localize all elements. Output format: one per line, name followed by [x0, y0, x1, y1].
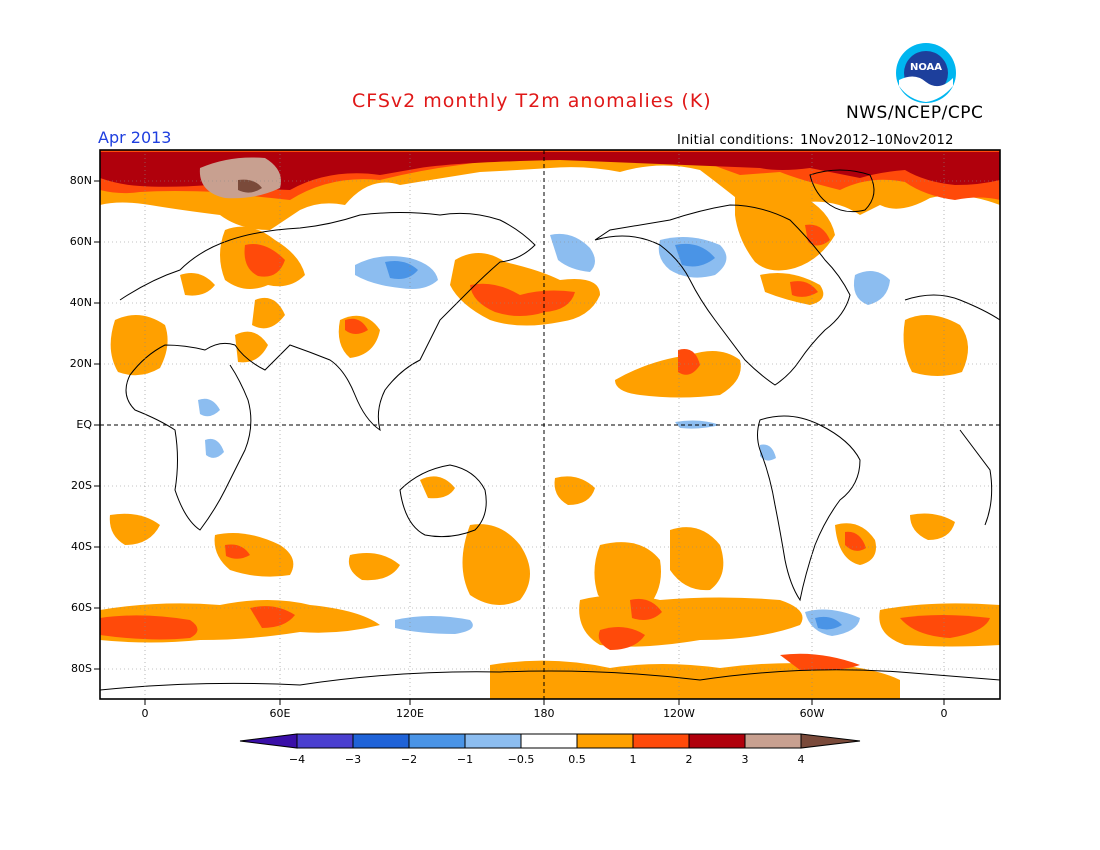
- lon-label-180: 180: [533, 707, 555, 720]
- colorbar-label: −0.5: [507, 753, 535, 766]
- lat-label-eq: EQ: [76, 418, 92, 431]
- colorbar-label: 1: [629, 753, 637, 766]
- lat-label-40s: 40S: [71, 540, 92, 553]
- agency-label: NWS/NCEP/CPC: [846, 103, 984, 123]
- lat-label-20s: 20S: [71, 479, 92, 492]
- initial-conditions-value: 1Nov2012–10Nov2012: [800, 133, 954, 148]
- lon-label-0-east: 0: [940, 707, 948, 720]
- colorbar: [239, 733, 861, 749]
- axis-ticks: [94, 180, 945, 705]
- colorbar-label: −1: [456, 753, 474, 766]
- colorbar-label: 4: [797, 753, 805, 766]
- initial-conditions-label: Initial conditions:: [677, 133, 795, 148]
- lon-label-60w: 60W: [799, 707, 825, 720]
- logo-text: NOAA: [910, 62, 942, 73]
- noaa-logo: NOAA: [896, 43, 956, 103]
- colorbar-label: 3: [741, 753, 749, 766]
- lat-label-20n: 20N: [69, 357, 92, 370]
- lat-label-40n: 40N: [69, 296, 92, 309]
- colorbar-label: 2: [685, 753, 693, 766]
- lat-label-60s: 60S: [71, 601, 92, 614]
- coastlines: [100, 169, 1000, 691]
- lon-label-60e: 60E: [269, 707, 291, 720]
- lat-label-80s: 80S: [71, 662, 92, 675]
- colorbar-label: −2: [400, 753, 418, 766]
- colorbar-label: −4: [288, 753, 306, 766]
- lat-label-80n: 80N: [69, 174, 92, 187]
- colorbar-label: 0.5: [568, 753, 586, 766]
- lat-label-60n: 60N: [69, 235, 92, 248]
- lon-label-120e: 120E: [396, 707, 424, 720]
- colorbar-label: −3: [344, 753, 362, 766]
- lon-label-0-west: 0: [141, 707, 149, 720]
- initial-conditions: Initial conditions: 1Nov2012–10Nov2012: [677, 133, 954, 148]
- lon-label-120w: 120W: [663, 707, 695, 720]
- forecast-month: Apr 2013: [98, 128, 172, 147]
- map-title: CFSv2 monthly T2m anomalies (K): [352, 90, 712, 112]
